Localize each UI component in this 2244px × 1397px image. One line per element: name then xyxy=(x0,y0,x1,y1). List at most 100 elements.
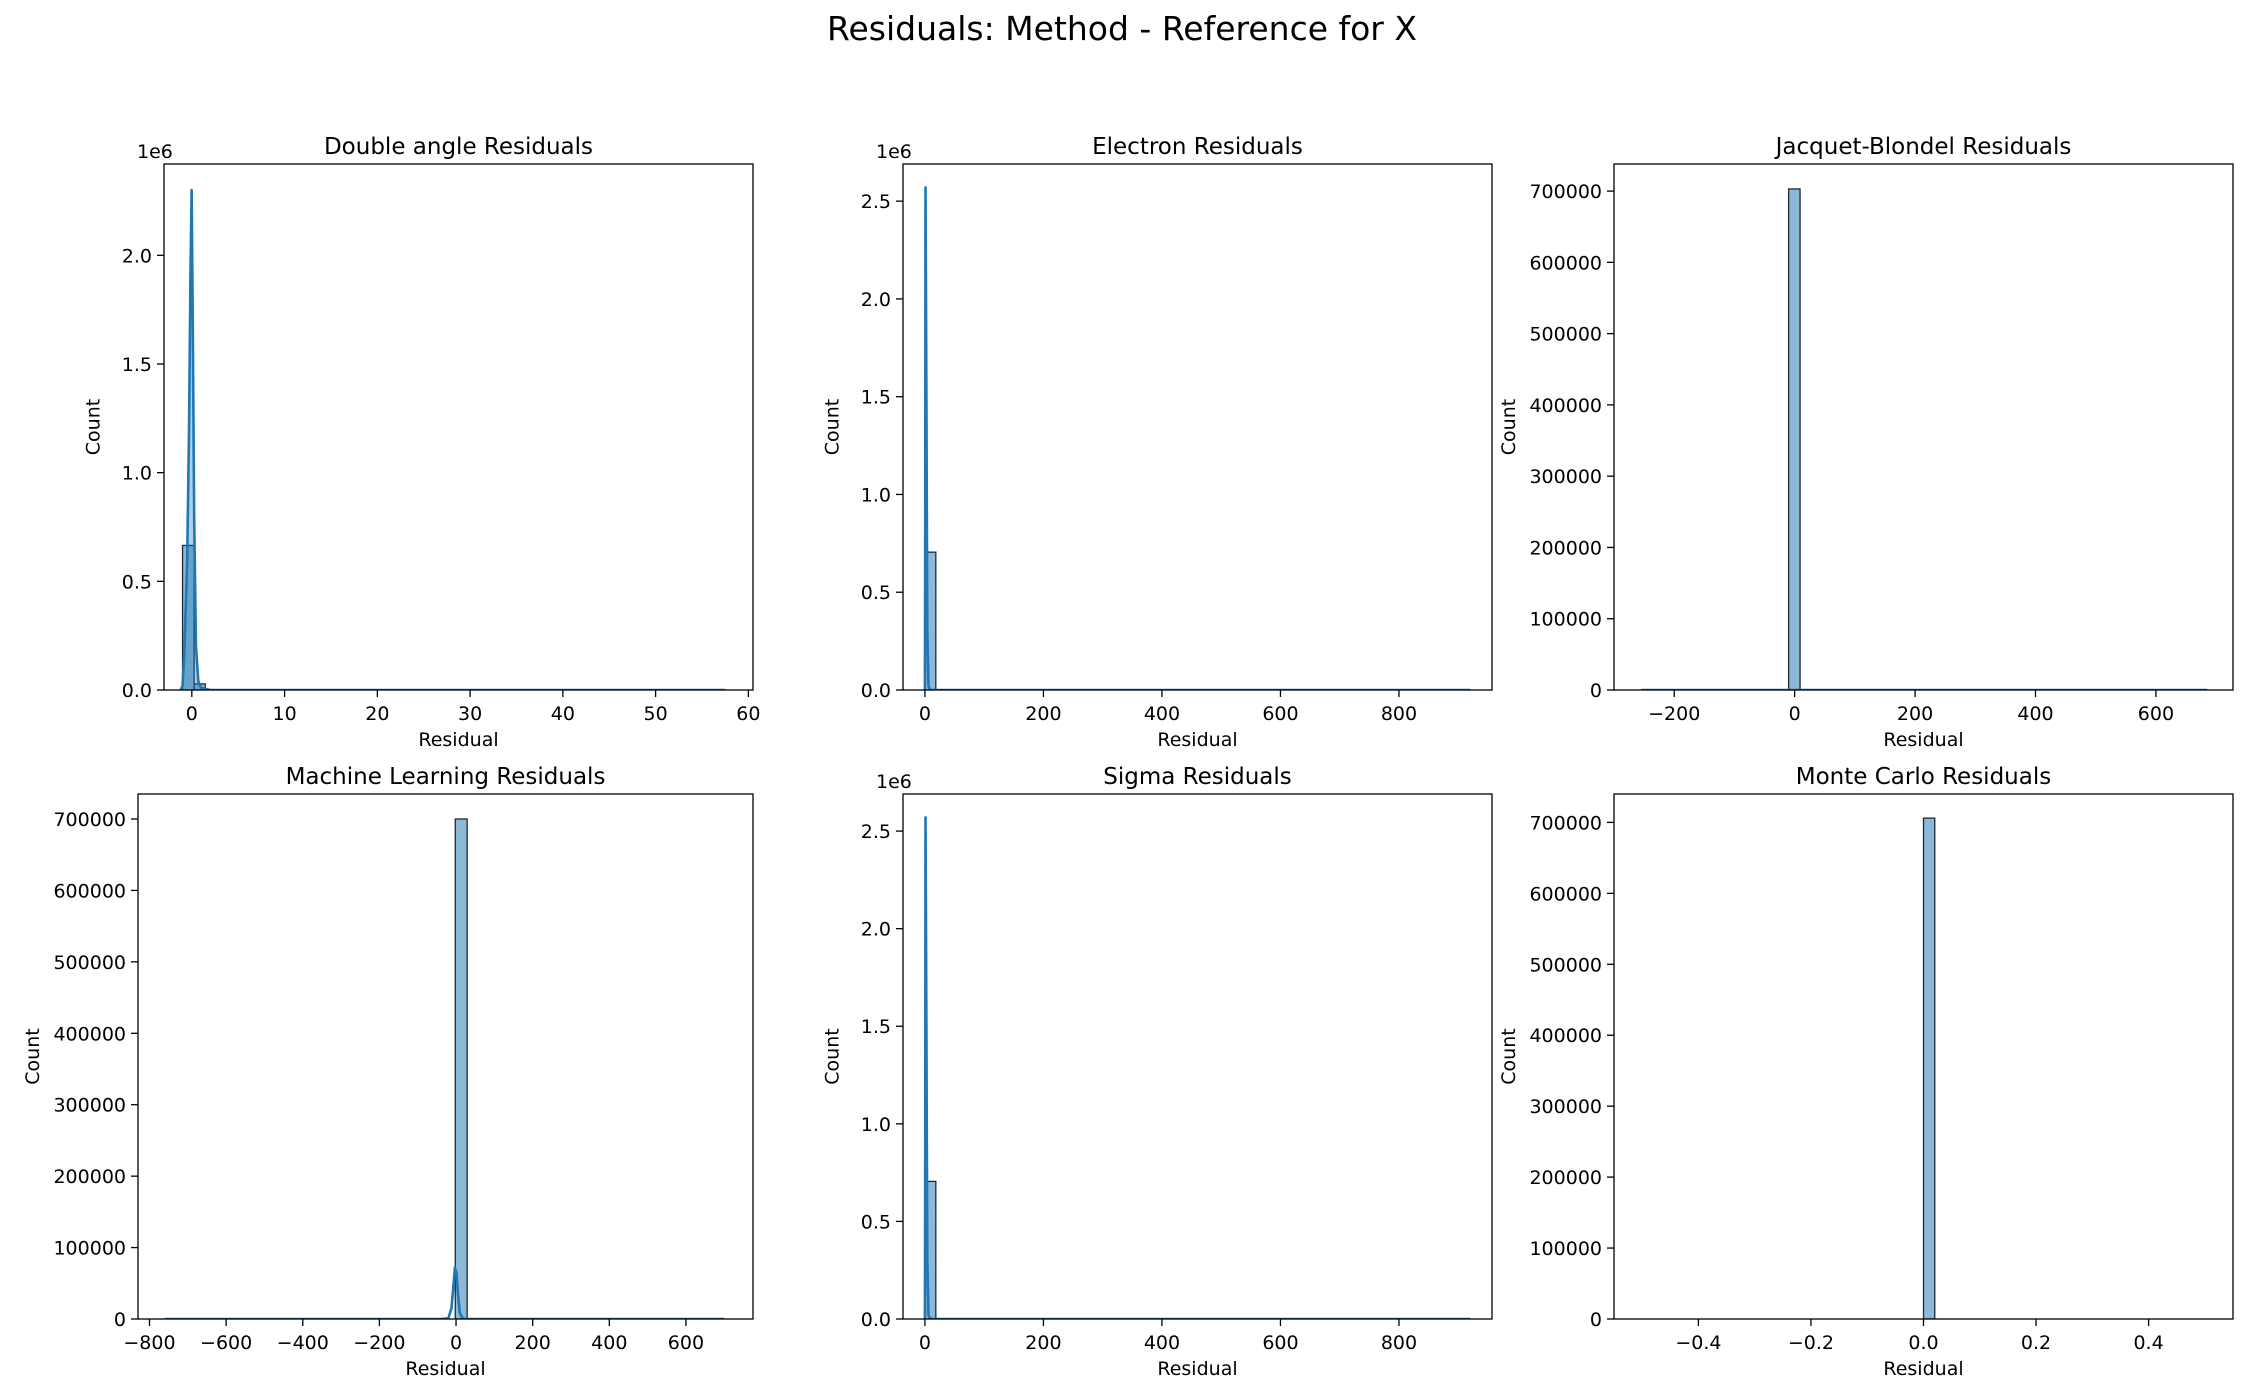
x-tick-label: 0 xyxy=(919,1332,931,1354)
y-tick-label: 600000 xyxy=(1529,883,1602,905)
axes-frame xyxy=(902,793,1493,1320)
y-tick-label: 0.5 xyxy=(861,582,891,604)
kde-line xyxy=(923,816,1471,1319)
x-tick-label: 400 xyxy=(1144,703,1180,725)
y-tick-label: 0.5 xyxy=(861,1211,891,1233)
x-tick-label: 50 xyxy=(644,703,668,725)
subplot-sigma-residuals: 0 200 400 600 800 0.0 0.5 1.0 1.5 2.0 2.5 Sigma Res… xyxy=(822,764,1493,1380)
axes-frame xyxy=(137,793,754,1320)
y-tick-label: 100000 xyxy=(1529,1238,1602,1260)
y-offset-text: 1e6 xyxy=(876,141,912,163)
histogram-bars xyxy=(1922,817,1936,1319)
subplot-title: Electron Residuals xyxy=(1092,134,1303,160)
y-tick-label: 2.0 xyxy=(122,245,152,267)
subplot-monte-carlo-residuals: −0.4 −0.2 0.0 0.2 0.4 0 100000 200000 300000 4000… xyxy=(1498,764,2234,1380)
y-axis-label: Count xyxy=(83,399,105,455)
y-axis-label: Count xyxy=(22,1028,44,1084)
histogram-bar xyxy=(1922,817,1936,1319)
subplot-title: Jacquet-Blondel Residuals xyxy=(1774,134,2072,160)
y-axis-label: Count xyxy=(822,399,844,455)
subplot-double-angle-residuals: 0 10 20 30 40 50 60 0.0 0.5 1.0 1.5 2.0 Double angle… xyxy=(83,134,761,751)
y-tick-label: 0.0 xyxy=(861,1309,891,1331)
histogram-bars xyxy=(454,818,468,1319)
figure-suptitle: Residuals: Method - Reference for X xyxy=(827,9,1417,48)
axes-frame xyxy=(163,163,754,691)
x-tick-label: 30 xyxy=(458,703,482,725)
x-tick-label: 600 xyxy=(1262,703,1298,725)
axes-frame xyxy=(1613,163,2234,691)
x-tick-label: 800 xyxy=(1381,1332,1417,1354)
subplot-title: Sigma Residuals xyxy=(1103,764,1292,790)
y-tick-label: 500000 xyxy=(1529,324,1602,346)
x-tick-label: −200 xyxy=(1648,703,1700,725)
subplot-electron-residuals: 0 200 400 600 800 0.0 0.5 1.0 1.5 2.0 2.5 Electron … xyxy=(822,134,1493,751)
x-tick-label: 600 xyxy=(2138,703,2174,725)
x-tick-label: 200 xyxy=(1025,703,1061,725)
subplot-title: Machine Learning Residuals xyxy=(286,764,606,790)
x-tick-label: −800 xyxy=(123,1332,175,1354)
y-offset-text: 1e6 xyxy=(137,141,173,163)
x-axis-label: Residual xyxy=(1883,1358,1963,1380)
y-tick-label: 700000 xyxy=(1529,812,1602,834)
y-tick-label: 400000 xyxy=(1529,395,1602,417)
axes-frame xyxy=(902,163,1493,691)
x-tick-label: 600 xyxy=(1262,1332,1298,1354)
kde-line xyxy=(923,186,1471,690)
x-tick-label: 0.2 xyxy=(2021,1332,2051,1354)
subplot-title: Monte Carlo Residuals xyxy=(1796,764,2051,790)
x-tick-label: −0.2 xyxy=(1788,1332,1834,1354)
histogram-bar xyxy=(454,818,468,1319)
x-tick-label: 0.4 xyxy=(2133,1332,2163,1354)
x-tick-label: 10 xyxy=(272,703,296,725)
y-offset-text: 1e6 xyxy=(876,771,912,793)
y-tick-label: 100000 xyxy=(53,1238,126,1260)
x-tick-label: 0 xyxy=(1789,703,1801,725)
x-tick-label: 20 xyxy=(365,703,389,725)
x-tick-label: 0.0 xyxy=(1908,1332,1938,1354)
subplot-jacquet-blondel-residuals: −200 0 200 400 600 0 100000 200000 300000 400000 5… xyxy=(1498,134,2234,751)
y-tick-label: 0.0 xyxy=(861,680,891,702)
x-tick-label: 400 xyxy=(2017,703,2053,725)
x-axis-label: Residual xyxy=(1883,729,1963,751)
y-tick-label: 400000 xyxy=(1529,1025,1602,1047)
y-tick-label: 1.5 xyxy=(861,387,891,409)
x-tick-label: 200 xyxy=(1025,1332,1061,1354)
x-tick-label: −600 xyxy=(200,1332,252,1354)
x-tick-label: 40 xyxy=(551,703,575,725)
y-axis-label: Count xyxy=(822,1028,844,1084)
x-tick-label: 800 xyxy=(1381,703,1417,725)
x-tick-label: 0 xyxy=(186,703,198,725)
y-tick-label: 300000 xyxy=(53,1095,126,1117)
y-tick-label: 200000 xyxy=(53,1166,126,1188)
y-tick-label: 500000 xyxy=(1529,954,1602,976)
y-tick-label: 1.5 xyxy=(861,1016,891,1038)
x-tick-label: 200 xyxy=(515,1332,551,1354)
histogram-bars xyxy=(1787,188,1801,690)
y-tick-label: 1.0 xyxy=(122,463,152,485)
y-tick-label: 2.5 xyxy=(861,191,891,213)
y-tick-label: 0.0 xyxy=(122,680,152,702)
y-tick-label: 600000 xyxy=(53,880,126,902)
x-tick-label: −400 xyxy=(277,1332,329,1354)
y-axis-label: Count xyxy=(1498,1028,1520,1084)
y-axis-label: Count xyxy=(1498,399,1520,455)
x-tick-label: 400 xyxy=(591,1332,627,1354)
y-tick-label: 200000 xyxy=(1529,537,1602,559)
y-tick-label: 0 xyxy=(1590,1309,1602,1331)
y-tick-label: 0.5 xyxy=(122,571,152,593)
subplot-title: Double angle Residuals xyxy=(324,134,593,160)
x-tick-label: −0.4 xyxy=(1675,1332,1721,1354)
x-axis-label: Residual xyxy=(405,1358,485,1380)
y-tick-label: 200000 xyxy=(1529,1167,1602,1189)
x-tick-label: 200 xyxy=(1897,703,1933,725)
histogram-bar xyxy=(1787,188,1801,690)
y-tick-label: 1.5 xyxy=(122,354,152,376)
y-tick-label: 300000 xyxy=(1529,466,1602,488)
x-axis-label: Residual xyxy=(418,729,498,751)
x-tick-label: 0 xyxy=(919,703,931,725)
y-tick-label: 2.5 xyxy=(861,821,891,843)
y-tick-label: 400000 xyxy=(53,1023,126,1045)
y-tick-label: 2.0 xyxy=(861,919,891,941)
